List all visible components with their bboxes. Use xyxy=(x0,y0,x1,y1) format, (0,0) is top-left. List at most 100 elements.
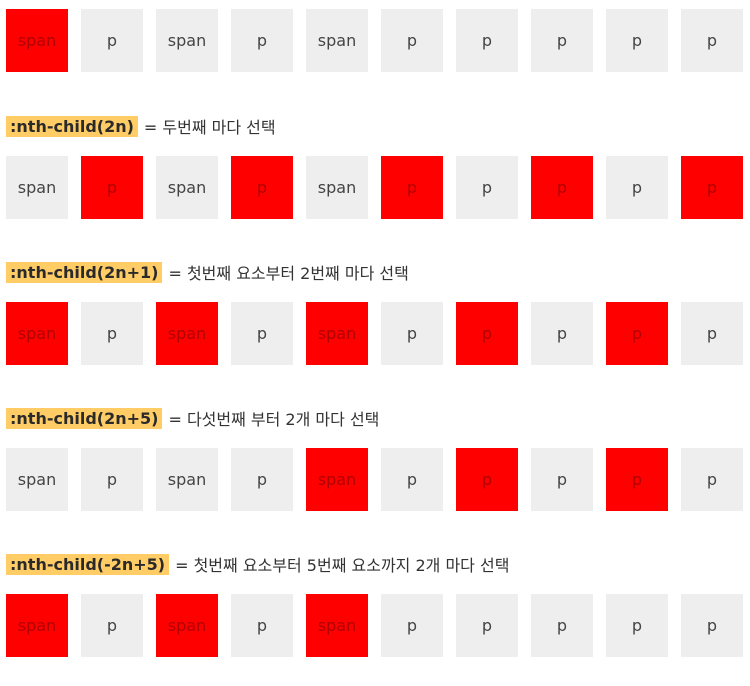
element-label: span xyxy=(317,31,357,50)
element-label: p xyxy=(256,616,268,635)
element-label: p xyxy=(481,31,493,50)
element-box: span xyxy=(306,448,368,511)
element-row-3: span p span p span p p p p p xyxy=(6,448,746,511)
element-label: p xyxy=(406,616,418,635)
element-box: p xyxy=(681,594,743,657)
element-label: p xyxy=(481,178,493,197)
element-box: p xyxy=(681,448,743,511)
element-box: p xyxy=(81,302,143,365)
element-row-1: span p span p span p p p p p xyxy=(6,156,746,219)
section-caption: :nth-child(2n) = 두번째 마다 선택 xyxy=(6,113,276,139)
element-box: span xyxy=(306,9,368,72)
element-box: p xyxy=(531,594,593,657)
element-label: p xyxy=(706,31,718,50)
element-box: p xyxy=(81,594,143,657)
section-caption: :nth-child(2n+5) = 다섯번째 부터 2개 마다 선택 xyxy=(6,405,379,431)
element-label: p xyxy=(256,470,268,489)
element-box: p xyxy=(456,9,518,72)
element-box: span xyxy=(156,9,218,72)
element-box: span xyxy=(306,594,368,657)
element-box: span xyxy=(156,594,218,657)
element-label: p xyxy=(481,616,493,635)
element-box: p xyxy=(681,156,743,219)
element-box: span xyxy=(156,156,218,219)
element-label: p xyxy=(631,470,643,489)
element-row-0: span p span p span p p p p p xyxy=(6,9,746,72)
element-label: p xyxy=(631,324,643,343)
element-label: p xyxy=(631,616,643,635)
element-box: p xyxy=(231,448,293,511)
element-label: p xyxy=(256,324,268,343)
selector-description: = 첫번째 요소부터 2번째 마다 선택 xyxy=(168,264,409,283)
element-box: p xyxy=(531,156,593,219)
element-box: span xyxy=(6,448,68,511)
element-box: span xyxy=(156,448,218,511)
element-label: span xyxy=(317,324,357,343)
element-box: span xyxy=(306,156,368,219)
element-box: p xyxy=(606,156,668,219)
element-label: p xyxy=(556,178,568,197)
selector-description: = 다섯번째 부터 2개 마다 선택 xyxy=(168,410,380,429)
element-box: span xyxy=(6,9,68,72)
element-box: p xyxy=(381,302,443,365)
element-box: span xyxy=(306,302,368,365)
element-box: p xyxy=(531,448,593,511)
element-label: p xyxy=(706,324,718,343)
element-box: span xyxy=(156,302,218,365)
element-label: p xyxy=(406,31,418,50)
selector-code: :nth-child(2n+1) xyxy=(6,261,163,283)
element-box: p xyxy=(81,156,143,219)
element-label: span xyxy=(17,178,57,197)
element-label: p xyxy=(406,178,418,197)
element-label: span xyxy=(17,324,57,343)
element-box: p xyxy=(231,156,293,219)
element-box: p xyxy=(231,594,293,657)
element-box: p xyxy=(606,594,668,657)
element-box: span xyxy=(6,156,68,219)
element-row-2: span p span p span p p p p p xyxy=(6,302,746,365)
element-label: p xyxy=(106,470,118,489)
element-label: p xyxy=(106,31,118,50)
element-label: span xyxy=(167,324,207,343)
element-box: p xyxy=(381,594,443,657)
selector-code: :nth-child(-2n+5) xyxy=(6,553,170,575)
element-label: p xyxy=(481,470,493,489)
element-label: p xyxy=(631,178,643,197)
element-box: p xyxy=(606,448,668,511)
element-label: span xyxy=(167,178,207,197)
element-box: p xyxy=(456,302,518,365)
element-label: span xyxy=(317,616,357,635)
element-label: p xyxy=(556,616,568,635)
element-box: p xyxy=(456,156,518,219)
selector-code: :nth-child(2n+5) xyxy=(6,407,163,429)
element-label: span xyxy=(167,616,207,635)
element-box: p xyxy=(81,9,143,72)
element-box: p xyxy=(531,9,593,72)
element-label: p xyxy=(106,324,118,343)
element-label: p xyxy=(406,470,418,489)
element-label: p xyxy=(106,178,118,197)
selector-description: = 첫번째 요소부터 5번째 요소까지 2개 마다 선택 xyxy=(175,556,510,575)
element-box: p xyxy=(606,302,668,365)
element-label: span xyxy=(17,31,57,50)
element-label: p xyxy=(706,470,718,489)
element-box: p xyxy=(231,302,293,365)
element-box: p xyxy=(456,594,518,657)
element-box: p xyxy=(681,302,743,365)
selector-description: = 두번째 마다 선택 xyxy=(143,118,276,137)
element-row-4: span p span p span p p p p p xyxy=(6,594,746,657)
element-label: p xyxy=(556,470,568,489)
element-label: p xyxy=(406,324,418,343)
element-box: p xyxy=(531,302,593,365)
section-caption: :nth-child(-2n+5) = 첫번째 요소부터 5번째 요소까지 2개… xyxy=(6,551,509,577)
element-label: p xyxy=(706,178,718,197)
element-label: p xyxy=(556,31,568,50)
element-label: span xyxy=(317,178,357,197)
element-label: span xyxy=(167,470,207,489)
element-label: p xyxy=(706,616,718,635)
element-box: p xyxy=(681,9,743,72)
element-box: p xyxy=(456,448,518,511)
element-label: p xyxy=(481,324,493,343)
element-label: span xyxy=(167,31,207,50)
element-label: p xyxy=(106,616,118,635)
